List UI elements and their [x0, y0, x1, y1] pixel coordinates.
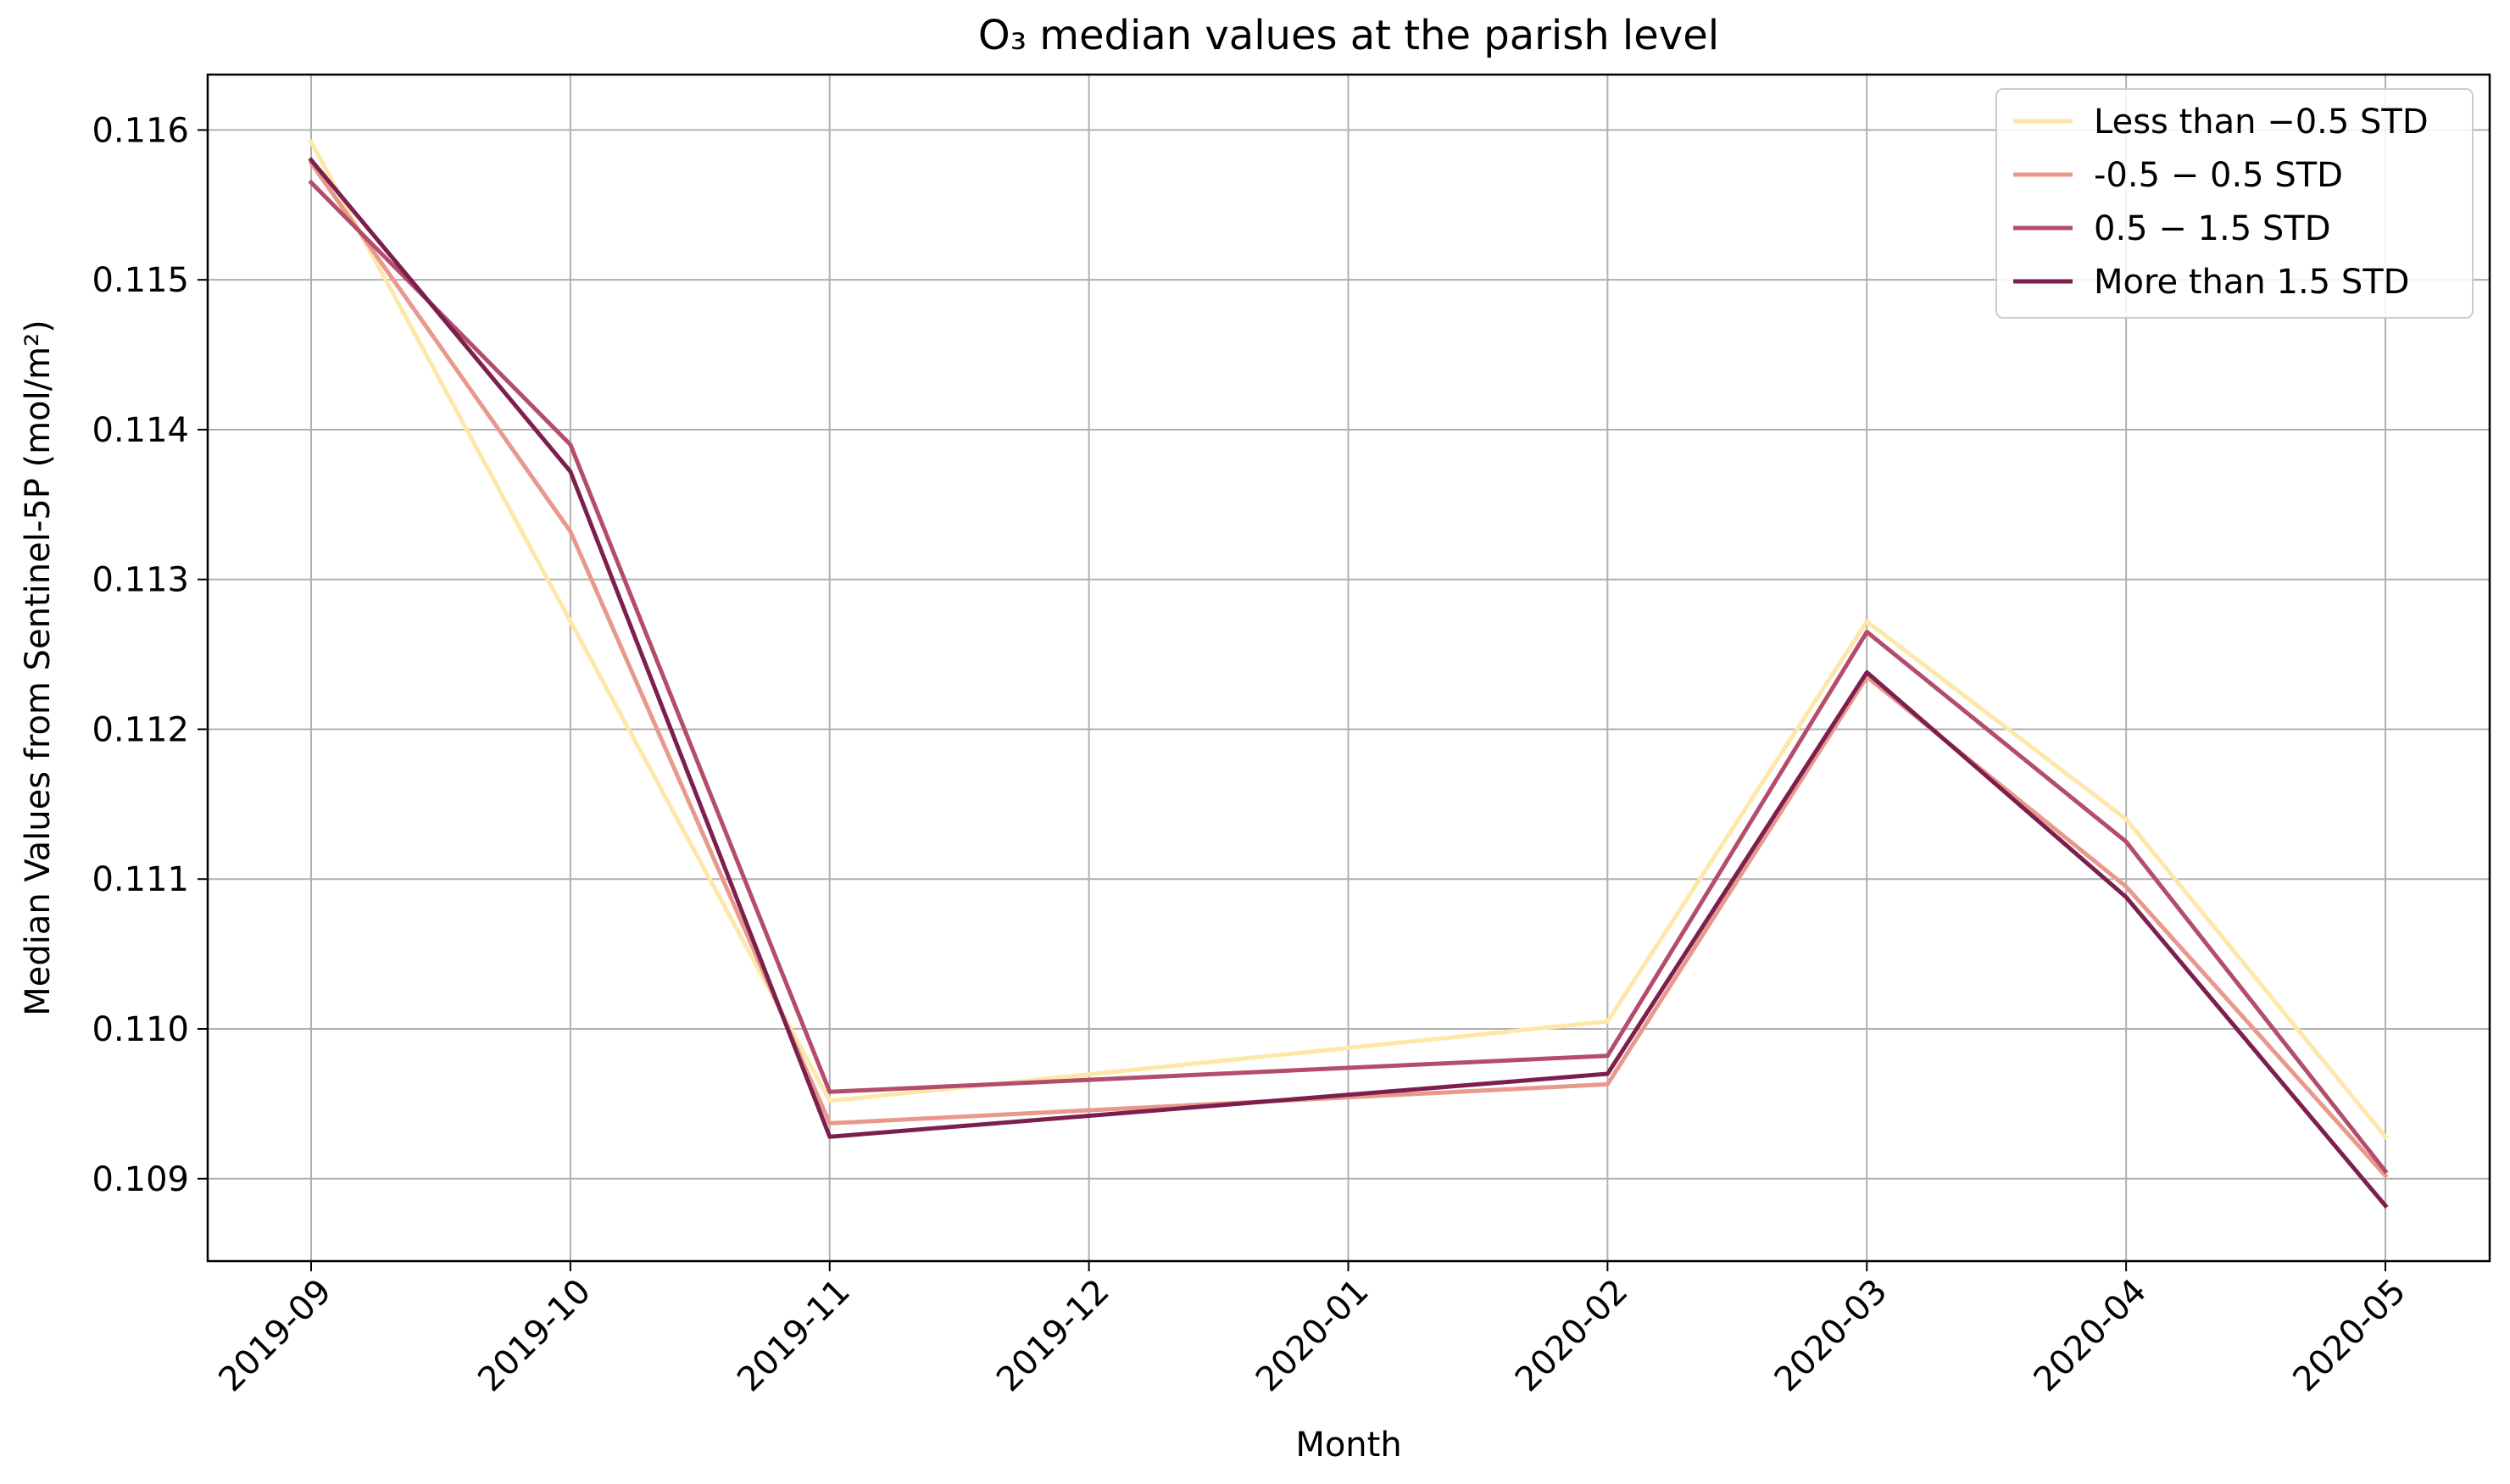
legend-label: 0.5 − 1.5 STD — [2094, 209, 2331, 248]
series-line — [308, 179, 2389, 1175]
legend-label: Less than −0.5 STD — [2094, 103, 2429, 142]
series-line — [308, 157, 2389, 1209]
x-axis-label: Month — [1295, 1426, 1401, 1465]
legend-label: More than 1.5 STD — [2094, 263, 2409, 302]
legend-label: -0.5 − 0.5 STD — [2094, 156, 2343, 195]
series-line — [308, 139, 2389, 1140]
y-tick-label: 0.112 — [92, 710, 189, 749]
y-tick-label: 0.113 — [92, 561, 189, 600]
y-axis-ticks: 0.109 0.110 0.111 0.112 0.113 0.114 0.115 0.116 — [92, 111, 208, 1199]
y-tick-label: 0.114 — [92, 411, 189, 450]
legend: Less than −0.5 STD -0.5 − 0.5 STD 0.5 − 1.… — [1995, 88, 2474, 319]
y-tick-label: 0.111 — [92, 860, 189, 899]
chart-title: O₃ median values at the parish level — [978, 12, 1719, 59]
y-tick-label: 0.109 — [92, 1160, 189, 1199]
series-lines — [308, 139, 2389, 1209]
series-line — [308, 159, 2389, 1179]
y-tick-label: 0.110 — [92, 1010, 189, 1049]
y-tick-label: 0.115 — [92, 261, 189, 300]
legend-frame — [1995, 88, 2474, 319]
y-axis-label: Median Values from Sentinel-5P (mol/m²) — [19, 320, 58, 1016]
y-tick-label: 0.116 — [92, 111, 189, 150]
